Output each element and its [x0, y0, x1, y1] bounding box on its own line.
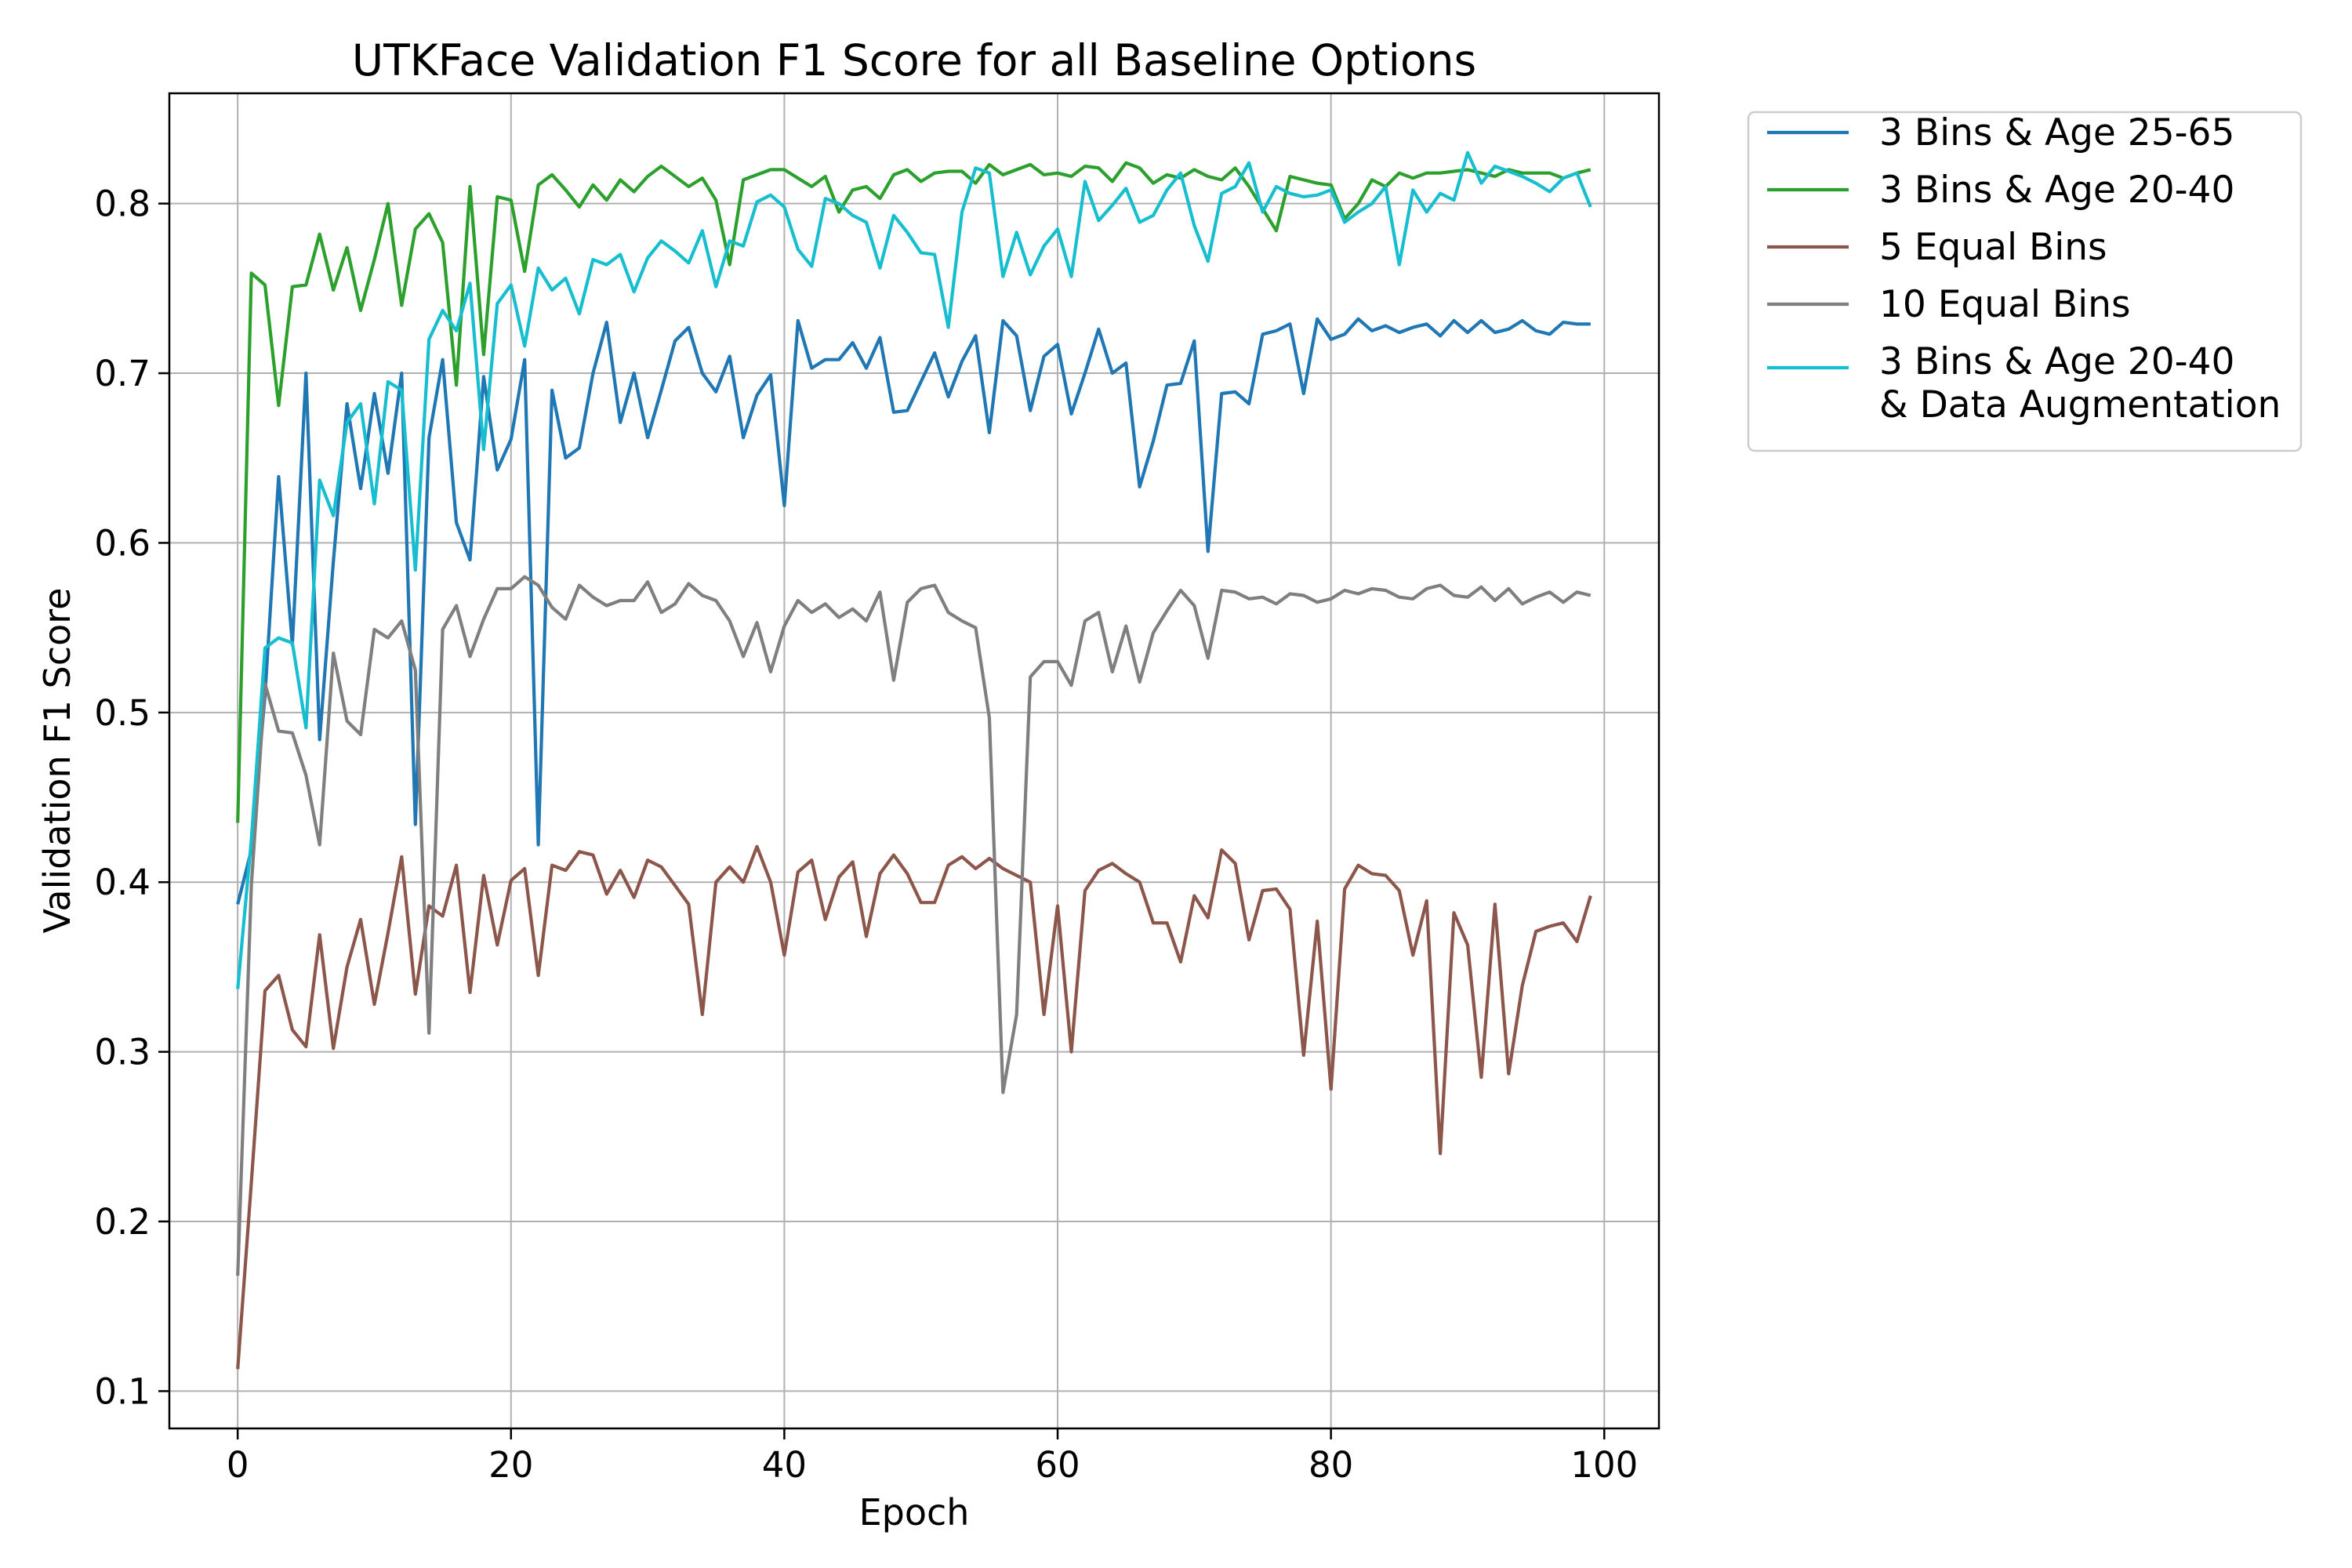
plot-frame	[168, 92, 1661, 1430]
series-line-1	[236, 161, 1592, 823]
grid-layer	[169, 93, 1659, 1428]
series-line-0	[236, 317, 1591, 905]
series-line-2	[236, 844, 1592, 1370]
y-axis-label: Validation F1 Score	[36, 588, 78, 934]
y-tick-label: 0.4	[94, 862, 151, 903]
legend-label-4: 3 Bins & Age 20-40 & Data Augmentation	[1879, 340, 2281, 426]
y-tick-label: 0.2	[94, 1201, 151, 1243]
x-tick-label: 40	[762, 1444, 807, 1486]
chart-title: UTKFace Validation F1 Score for all Base…	[352, 35, 1476, 85]
series-line-3	[236, 575, 1592, 1276]
x-tick-label: 60	[1035, 1444, 1080, 1486]
tick-layer: 0 20 40 60 80 100 0.1 0.2 0.3 0.4 0.5 0.6 0.7 0.8	[94, 183, 1638, 1486]
legend-box	[1747, 111, 2303, 452]
y-tick-label: 0.7	[94, 353, 151, 394]
x-tick-label: 100	[1570, 1444, 1638, 1486]
x-tick-label: 80	[1308, 1444, 1353, 1486]
y-tick-label: 0.5	[94, 692, 151, 734]
legend-label-3: 10 Equal Bins	[1879, 283, 2130, 326]
series-layer	[236, 151, 1592, 1370]
legend-label-1: 3 Bins & Age 20-40	[1879, 169, 2234, 212]
y-tick-label: 0.3	[94, 1032, 151, 1073]
legend-label-2: 5 Equal Bins	[1879, 226, 2107, 269]
x-axis-label: Epoch	[859, 1491, 970, 1534]
y-tick-label: 0.8	[94, 183, 151, 225]
legend-label-0: 3 Bins & Age 25-65	[1879, 111, 2234, 154]
x-tick-label: 0	[227, 1444, 249, 1486]
legend: 3 Bins & Age 25-65 3 Bins & Age 20-40 5 Eq…	[1747, 111, 2303, 452]
y-tick-label: 0.1	[94, 1370, 151, 1412]
x-tick-label: 20	[488, 1444, 533, 1486]
y-tick-label: 0.6	[94, 522, 151, 564]
series-line-4	[236, 151, 1592, 989]
